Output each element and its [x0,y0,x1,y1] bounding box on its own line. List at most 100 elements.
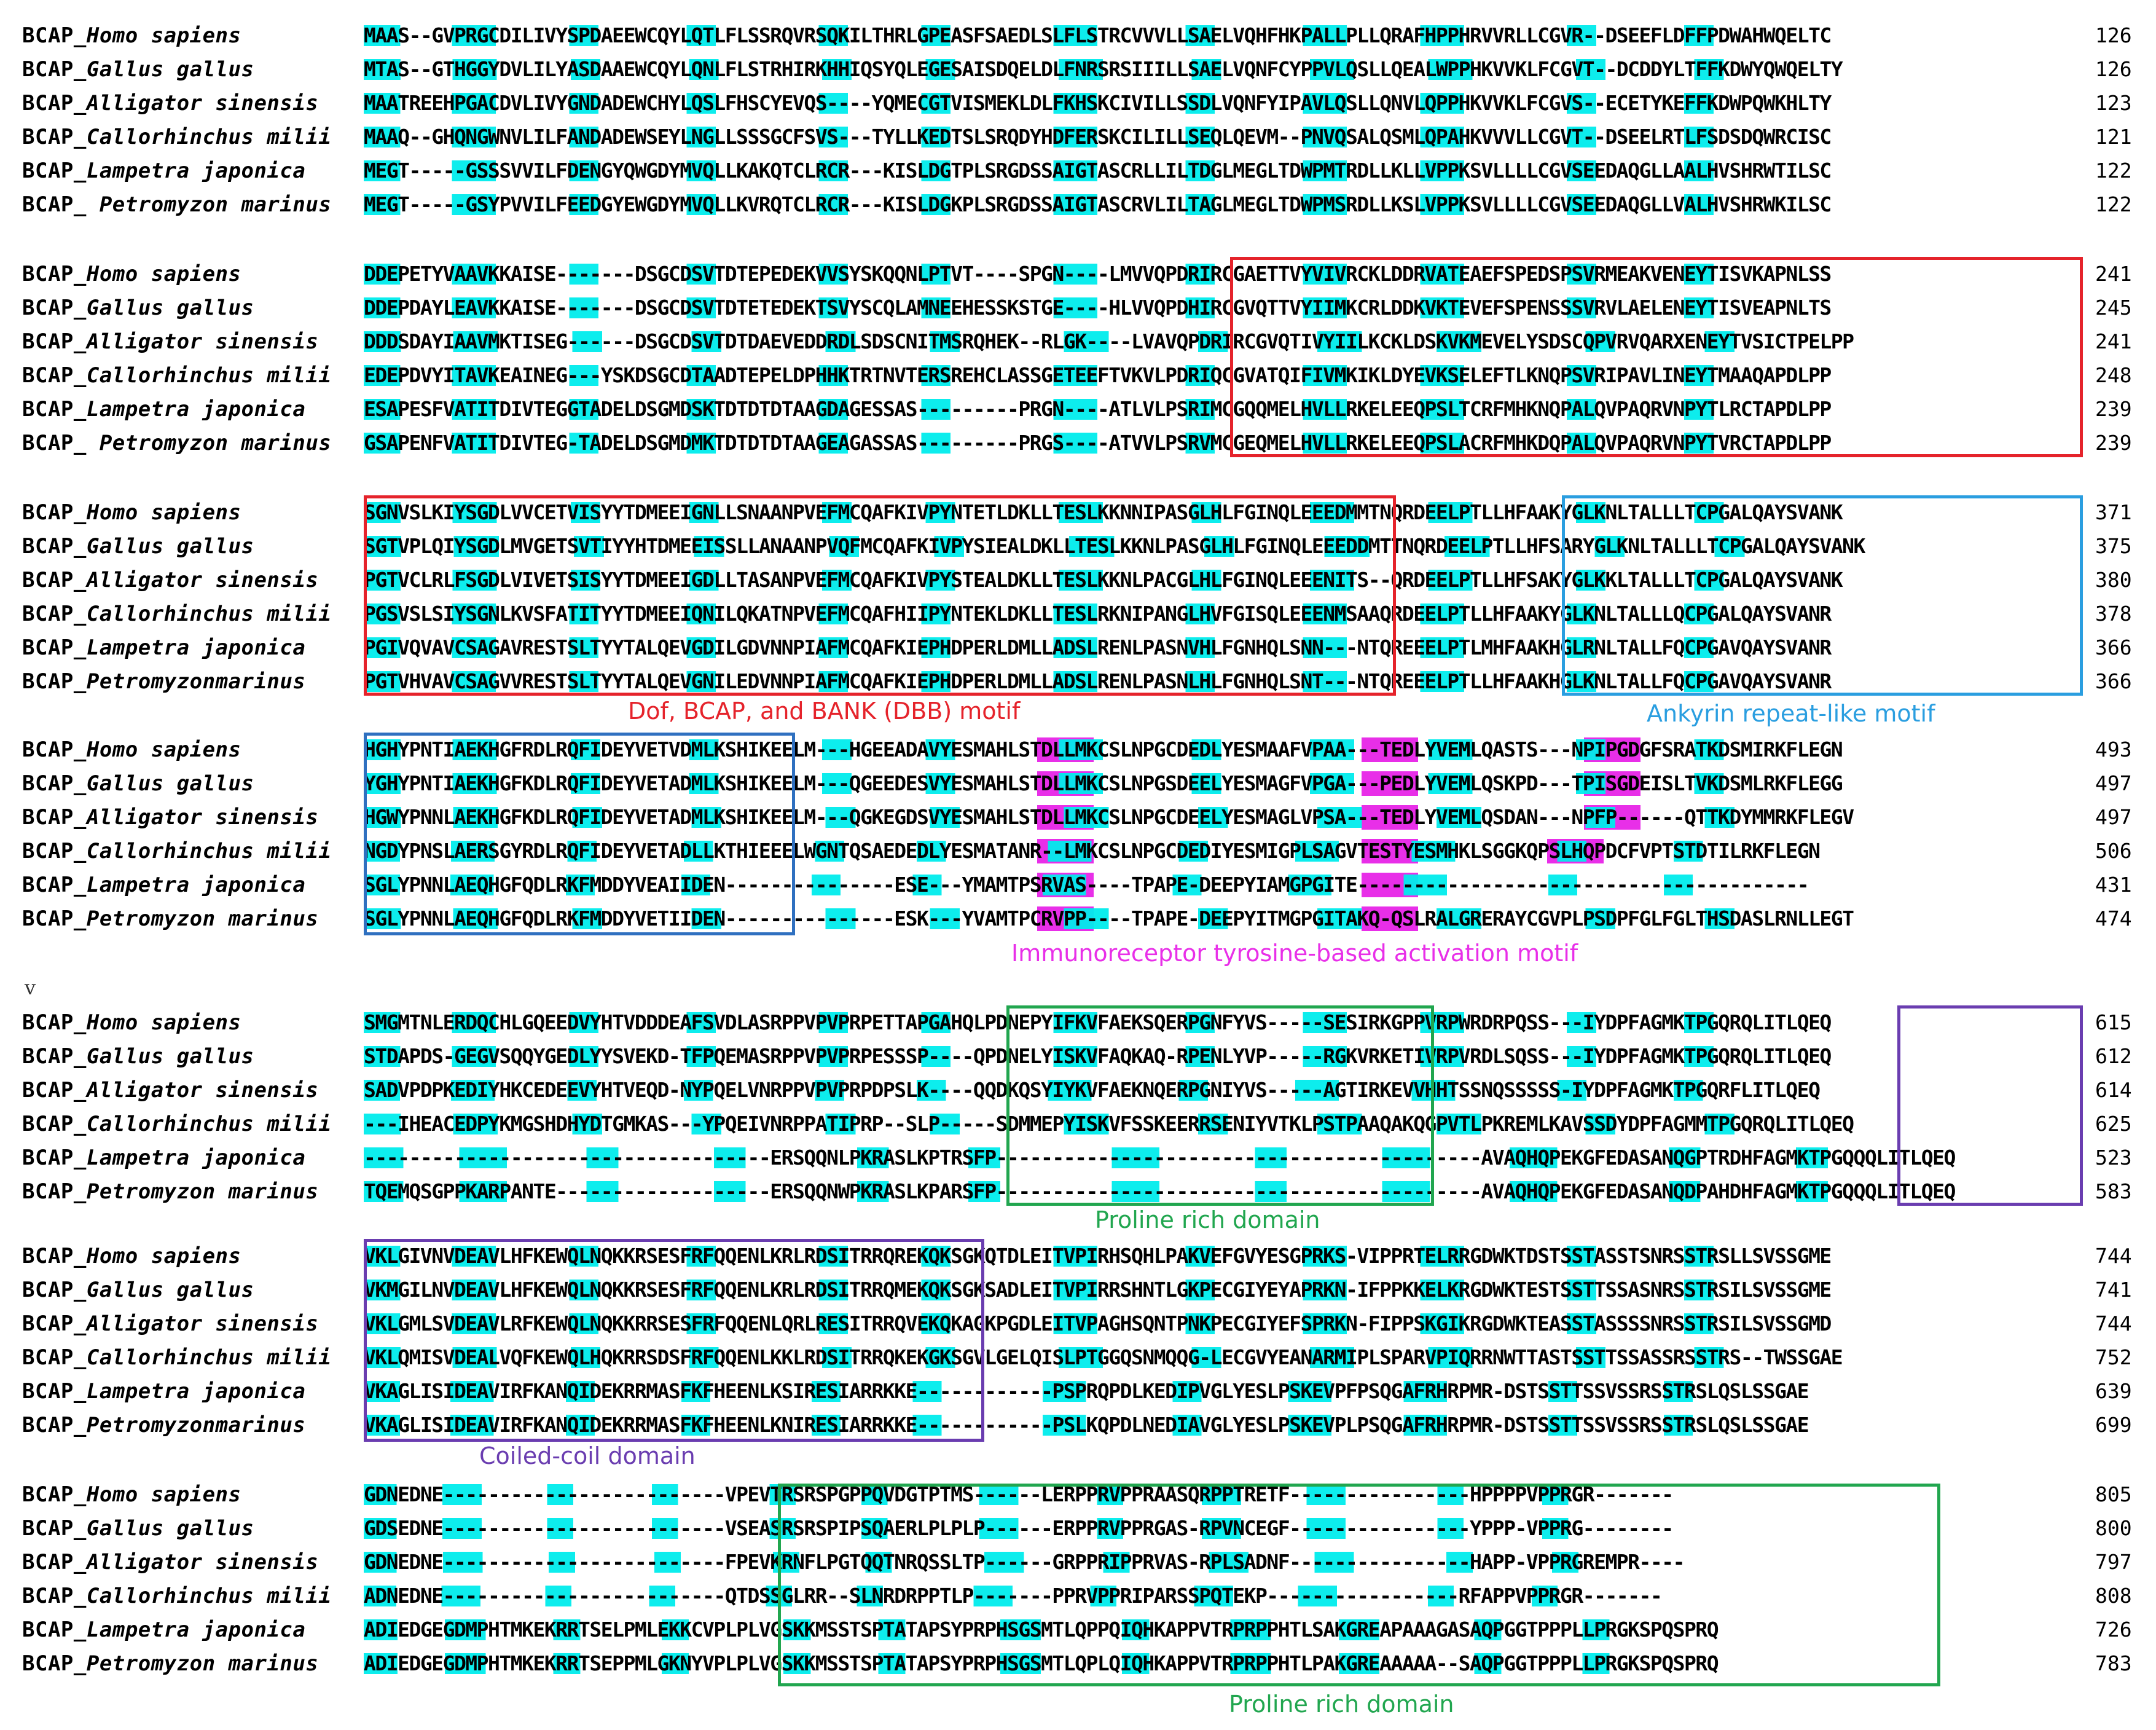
aligned-sequence: YGHYPNTIAEKHGFKDLRQFIDEYVETADMLKSHIKEELM… [364,770,1843,797]
sequence-row: BCAP_Lampetra japonica ------------------… [0,1141,2156,1174]
residue-position: 371 [2095,500,2132,524]
ankyrin-motif-box-block4 [364,733,795,935]
sequence-prefix: BCAP_ [22,1379,87,1404]
sequence-prefix: BCAP_ [22,1044,87,1069]
sequence-name: BCAP_Callorhinchus milii [22,600,331,627]
aligned-sequence: DDDSDAYIAAVMKTISEG------DSGCDSVTDTDAEVED… [364,328,1854,355]
residue-position: 122 [2095,192,2132,216]
residue-position: 612 [2095,1044,2132,1068]
residue-position: 506 [2095,839,2132,863]
sequence-row: BCAP_Gallus gallus SGTVPLQIYSGDLMVGETSVTI… [0,529,2156,562]
dbb-motif-box-block3 [364,495,1396,696]
species-name: Lampetra japonica [86,635,306,660]
sequence-row: BCAP_Petromyzon marinus SGLYPNNLAEQHGFQDL… [0,902,2156,935]
residue-position: 366 [2095,635,2132,659]
sequence-prefix: BCAP_ [22,159,87,183]
itam-caption: Immunoreceptor tyrosine-based activation… [1011,940,1578,967]
proline-rich-caption-1: Proline rich domain [1095,1206,1320,1233]
sequence-name: BCAP_Homo sapiens [22,1481,241,1508]
sequence-row: BCAP_Gallus gallus VKMGILNVDEAVLHFKEWQLNQ… [0,1273,2156,1306]
sequence-name: BCAP_Lampetra japonica [22,634,305,661]
species-name: Gallus gallus [86,296,254,320]
residue-position: 493 [2095,737,2132,761]
residue-position: 126 [2095,23,2132,47]
residue-position: 726 [2095,1618,2132,1642]
aligned-sequence: VKAGLISIDEAVIRFKANQIDEKRRMASFKFHEENLKSIR… [364,1378,1809,1405]
sequence-prefix: BCAP_ [22,1078,87,1103]
residue-position: 241 [2095,329,2132,353]
aligned-sequence: NGDYPNSLAERSGYRDLRQFIDEYVETADLLKTHIEEELW… [364,838,1821,865]
species-name: Homo sapiens [86,262,241,286]
sequence-prefix: BCAP_ [22,1146,87,1170]
sequence-name: BCAP_Homo sapiens [22,22,241,49]
sequence-prefix: BCAP_ [22,1112,87,1136]
sequence-name: BCAP_ Petromyzon marinus [22,191,331,218]
sequence-prefix: BCAP_ [22,669,87,694]
aligned-sequence: VKLQMISVDEALVQFKEWQLHQKRRSDSFRFQQENLKKLR… [364,1344,1843,1371]
aligned-sequence: HGWYPNNLAEKHGFKDLRQFIDEYVETADMLKSHIKEELM… [364,804,1854,831]
species-name: Lampetra japonica [86,1146,306,1170]
aligned-sequence: SGLYPNNLAEQHGFQDLRKFMDDYVEAIIDEN--------… [364,871,1809,898]
residue-position: 126 [2095,57,2132,81]
aligned-sequence: VKMGILNVDEAVLHFKEWQLNQKKRSESFRFQQENLKRLR… [364,1276,1832,1303]
sequence-name: BCAP_Alligator sinensis [22,1310,318,1337]
sequence-name: BCAP_Gallus gallus [22,56,254,83]
sequence-name: BCAP_Alligator sinensis [22,804,318,831]
aligned-sequence: VKLGMLSVDEAVLRFKEWQLNQKKRRSESFRFQQENLQRL… [364,1310,1832,1337]
species-name: Callorhinchus milii [86,125,332,149]
species-name: Alligator sinensis [86,91,319,116]
sequence-name: BCAP_Callorhinchus milii [22,1344,331,1371]
aligned-sequence: PGTVHVAVCSAGVVRESTSLTYYTALQEVGNILEDVNNPI… [364,668,1832,695]
aligned-sequence: DDEPETYVAAVKKAISE-------DSGCDSVTDTEPEDEK… [364,261,1832,288]
species-name: Lampetra japonica [86,1618,306,1642]
sequence-row: BCAP_Callorhinchus milii ADNEDNE---------… [0,1579,2156,1612]
sequence-prefix: BCAP_ [22,906,87,931]
species-name: Alligator sinensis [86,805,319,830]
residue-position: 797 [2095,1550,2132,1574]
sequence-prefix: BCAP_ [22,57,87,82]
sequence-row: BCAP_Alligator sinensis HGWYPNNLAEKHGFKDL… [0,800,2156,833]
sequence-name: BCAP_Homo sapiens [22,499,241,526]
aligned-sequence: SGTVPLQIYSGDLMVGETSVTIYYHTDMEEISSLLANAAN… [364,533,1865,560]
sequence-row: BCAP_Petromyzon marinus ADIEDGEGDMPHTMKEK… [0,1646,2156,1680]
aligned-sequence: MTAS--GTHGGYDVLILYASDAAEWCQYLQNLFLSTRHIR… [364,56,1843,83]
sequence-name: BCAP_Petromyzon marinus [22,1178,318,1205]
residue-position: 380 [2095,568,2132,592]
sequence-row: BCAP_Gallus gallus STDAPDS-GEGVSQQYGEDLYY… [0,1039,2156,1072]
residue-position: 625 [2095,1112,2132,1136]
sequence-prefix: BCAP_ [22,1618,87,1642]
sequence-prefix: BCAP_ [22,1651,87,1676]
residue-position: 497 [2095,771,2132,795]
species-name: Alligator sinensis [86,1078,319,1103]
sequence-name: BCAP_Lampetra japonica [22,157,305,184]
species-name: Lampetra japonica [86,1379,306,1404]
residue-position: 122 [2095,159,2132,183]
species-name: Petromyzon marinus [86,906,319,931]
sequence-row: BCAP_Gallus gallus DDEPDAYLEAVKKAISE-----… [0,291,2156,324]
sequence-name: BCAP_Lampetra japonica [22,396,305,423]
species-name: Gallus gallus [86,1516,254,1541]
aligned-sequence: EDEPDVYITAVKEAINEG---YSKDSGCDTAADTEPELDP… [364,362,1832,389]
sequence-row: BCAP_Callorhinchus milii EDEPDVYITAVKEAIN… [0,358,2156,391]
residue-position: 123 [2095,91,2132,115]
sequence-name: BCAP_Petromyzonmarinus [22,1412,305,1439]
residue-position: 744 [2095,1244,2132,1268]
aligned-sequence: MEGT-----GSYPVVILFEEDGYEWGDYMVQLLKVRQTCL… [364,191,1832,218]
aligned-sequence: MEGT-----GSSSVVILFDENGYQWGDYMVQLLKAKQTCL… [364,157,1832,184]
sequence-prefix: BCAP_ [22,296,87,320]
sequence-prefix: BCAP_ [22,1413,87,1437]
residue-position: 366 [2095,669,2132,693]
aligned-sequence: GDNEDNE-------------------------FPEVKRNF… [364,1549,1685,1576]
aligned-sequence: STDAPDS-GEGVSQQYGEDLYYSVEKD-TFPQEMASRPPV… [364,1043,1832,1070]
sequence-name: BCAP_Alligator sinensis [22,90,318,117]
sequence-name: BCAP_Callorhinchus milii [22,124,331,151]
aligned-sequence: PGTVCLRLFSGDLVIVETSISYYTDMEEIGDLLTASANPV… [364,567,1843,594]
sequence-name: BCAP_Lampetra japonica [22,1378,305,1405]
residue-position: 239 [2095,397,2132,421]
species-name: Homo sapiens [86,737,241,762]
aligned-sequence: ESAPESFVATITDIVTEGGTADELDSGMDSKTDTDTDTAA… [364,396,1832,423]
sequence-prefix: BCAP_ [22,873,87,897]
sequence-name: BCAP_Lampetra japonica [22,871,305,898]
sequence-row: BCAP_Petromyzonmarinus VKAGLISIDEAVIRFKAN… [0,1408,2156,1441]
alignment-block: BCAP_Homo sapiens SMGMTNLERDQCHLGQEEDVYHT… [0,1005,2156,1208]
